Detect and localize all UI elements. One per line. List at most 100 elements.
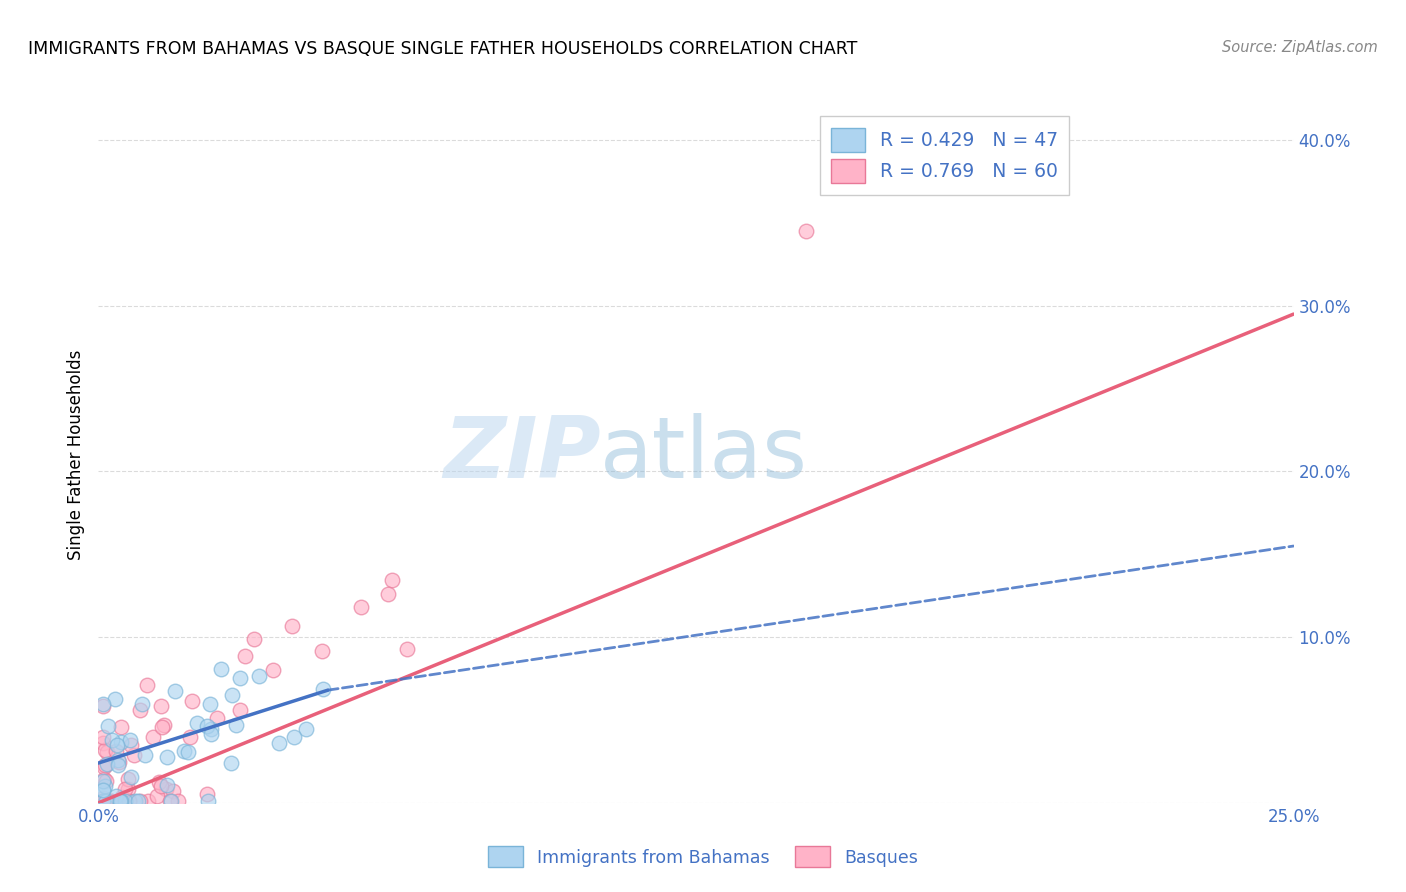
Point bbox=[155, 781, 177, 796]
Point bbox=[93, 760, 115, 774]
Point bbox=[243, 632, 266, 646]
Point bbox=[131, 697, 153, 711]
Point bbox=[94, 743, 117, 757]
Point bbox=[150, 699, 173, 714]
Point bbox=[93, 794, 115, 808]
Point bbox=[91, 794, 114, 808]
Point bbox=[122, 748, 145, 763]
Point bbox=[262, 663, 284, 677]
Point bbox=[200, 727, 222, 741]
Point bbox=[94, 779, 117, 793]
Point bbox=[180, 694, 202, 708]
Point bbox=[794, 224, 817, 238]
Point bbox=[198, 697, 221, 711]
Point bbox=[129, 703, 152, 717]
Point bbox=[142, 731, 165, 745]
Y-axis label: Single Father Households: Single Father Households bbox=[67, 350, 86, 560]
Point bbox=[114, 782, 136, 797]
Point bbox=[91, 730, 114, 744]
Point bbox=[283, 730, 305, 744]
Point bbox=[96, 745, 118, 759]
Point bbox=[179, 730, 201, 744]
Point bbox=[118, 794, 141, 808]
Point bbox=[228, 671, 250, 685]
Point bbox=[94, 758, 117, 772]
Point bbox=[162, 784, 184, 798]
Point bbox=[91, 794, 114, 808]
Point bbox=[91, 699, 114, 714]
Point bbox=[91, 774, 114, 789]
Point bbox=[197, 794, 219, 808]
Point bbox=[280, 619, 302, 633]
Point bbox=[117, 782, 139, 797]
Point bbox=[91, 791, 114, 805]
Text: IMMIGRANTS FROM BAHAMAS VS BASQUE SINGLE FATHER HOUSEHOLDS CORRELATION CHART: IMMIGRANTS FROM BAHAMAS VS BASQUE SINGLE… bbox=[28, 40, 858, 58]
Point bbox=[159, 794, 181, 808]
Point bbox=[128, 794, 150, 808]
Point bbox=[349, 600, 371, 615]
Point bbox=[97, 718, 120, 732]
Point bbox=[150, 720, 173, 734]
Point bbox=[97, 794, 120, 808]
Point bbox=[167, 794, 190, 808]
Text: Source: ZipAtlas.com: Source: ZipAtlas.com bbox=[1222, 40, 1378, 55]
Point bbox=[247, 669, 270, 683]
Point bbox=[186, 715, 208, 730]
Point bbox=[153, 718, 176, 732]
Point bbox=[118, 794, 141, 808]
Point bbox=[107, 757, 129, 772]
Point bbox=[145, 789, 167, 804]
Point bbox=[148, 775, 170, 789]
Point bbox=[117, 772, 139, 787]
Point bbox=[165, 683, 187, 698]
Point bbox=[219, 756, 242, 771]
Point bbox=[156, 778, 179, 792]
Point bbox=[93, 772, 115, 787]
Point bbox=[94, 794, 117, 808]
Point bbox=[96, 757, 118, 772]
Point bbox=[195, 788, 218, 802]
Point bbox=[100, 794, 122, 808]
Point bbox=[111, 789, 134, 804]
Point bbox=[127, 794, 149, 808]
Point bbox=[108, 755, 131, 769]
Point bbox=[225, 718, 247, 732]
Point bbox=[114, 794, 136, 808]
Point bbox=[295, 722, 318, 736]
Point bbox=[104, 744, 127, 758]
Point bbox=[311, 681, 333, 696]
Point bbox=[97, 794, 120, 808]
Point bbox=[107, 753, 129, 767]
Point bbox=[94, 794, 117, 808]
Point bbox=[91, 783, 114, 797]
Point bbox=[136, 678, 159, 692]
Point bbox=[104, 789, 127, 803]
Point bbox=[177, 745, 200, 759]
Point bbox=[91, 698, 114, 712]
Point bbox=[120, 739, 142, 753]
Point bbox=[120, 770, 142, 784]
Point bbox=[233, 648, 256, 663]
Point bbox=[195, 719, 218, 733]
Legend: R = 0.429   N = 47, R = 0.769   N = 60: R = 0.429 N = 47, R = 0.769 N = 60 bbox=[820, 117, 1069, 194]
Point bbox=[311, 644, 333, 658]
Point bbox=[156, 750, 179, 764]
Point bbox=[100, 794, 122, 808]
Point bbox=[149, 780, 172, 794]
Point bbox=[91, 783, 114, 797]
Point bbox=[91, 794, 114, 808]
Point bbox=[160, 794, 183, 808]
Text: ZIP: ZIP bbox=[443, 413, 600, 497]
Point bbox=[377, 587, 399, 601]
Point bbox=[91, 794, 114, 808]
Point bbox=[101, 732, 124, 747]
Text: atlas: atlas bbox=[600, 413, 808, 497]
Point bbox=[209, 662, 232, 676]
Point bbox=[124, 794, 146, 808]
Point bbox=[91, 736, 114, 750]
Point bbox=[173, 744, 195, 758]
Point bbox=[136, 794, 159, 808]
Point bbox=[269, 736, 291, 750]
Point bbox=[94, 774, 117, 789]
Legend: Immigrants from Bahamas, Basques: Immigrants from Bahamas, Basques bbox=[481, 839, 925, 874]
